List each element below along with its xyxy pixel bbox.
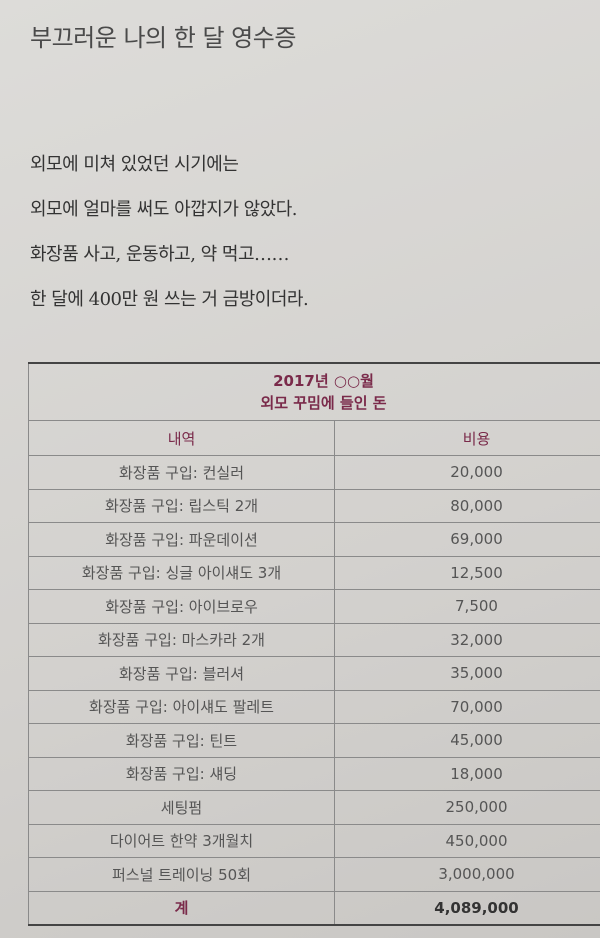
item-cell: 화장품 구입: 섀딩 (28, 756, 335, 791)
total-row: 계 4,089,000 (28, 890, 600, 926)
cost-cell: 7,500 (334, 589, 600, 624)
cost-cell: 32,000 (334, 622, 600, 657)
column-header-cost: 비용 (334, 420, 600, 456)
total-label: 계 (28, 890, 335, 926)
cost-cell: 18,000 (334, 756, 600, 791)
expense-table: 2017년 ○○월 외모 꾸밈에 들인 돈 내역 비용 화장품 구입: 컨실러 2… (28, 362, 600, 926)
cost-cell: 45,000 (334, 723, 600, 758)
item-cell: 화장품 구입: 파운데이션 (28, 522, 335, 557)
item-cell: 화장품 구입: 립스틱 2개 (28, 488, 335, 523)
caption-line: 2017년 ○○월 (273, 372, 374, 390)
paragraph-line: 화장품 사고, 운동하고, 약 먹고…… (30, 244, 290, 265)
total-value: 4,089,000 (334, 890, 600, 926)
table-row: 화장품 구입: 파운데이션 69,000 (28, 522, 600, 557)
cost-cell: 69,000 (334, 522, 600, 557)
cost-cell: 20,000 (334, 455, 600, 490)
item-cell: 화장품 구입: 마스카라 2개 (28, 622, 335, 657)
paragraph-line: 한 달에 400만 원 쓰는 거 금방이더라. (30, 289, 309, 310)
item-cell: 화장품 구입: 틴트 (28, 723, 335, 758)
item-cell: 화장품 구입: 싱글 아이섀도 3개 (28, 555, 335, 590)
page-title: 부끄러운 나의 한 달 영수증 (30, 24, 296, 52)
item-cell: 세팅펌 (28, 790, 335, 825)
paragraph-line: 외모에 얼마를 써도 아깝지가 않았다. (30, 199, 298, 220)
cost-cell: 3,000,000 (334, 857, 600, 892)
table-row: 화장품 구입: 섀딩 18,000 (28, 756, 600, 791)
item-cell: 화장품 구입: 아이섀도 팔레트 (28, 689, 335, 724)
item-cell: 퍼스널 트레이닝 50회 (28, 857, 335, 892)
table-row: 화장품 구입: 아이섀도 팔레트 70,000 (28, 689, 600, 724)
cost-cell: 450,000 (334, 823, 600, 858)
table-row: 퍼스널 트레이닝 50회 3,000,000 (28, 857, 600, 892)
table-row: 다이어트 한약 3개월치 450,000 (28, 823, 600, 858)
table-row: 화장품 구입: 싱글 아이섀도 3개 12,500 (28, 555, 600, 590)
cost-cell: 12,500 (334, 555, 600, 590)
table-row: 화장품 구입: 립스틱 2개 80,000 (28, 488, 600, 523)
intro-paragraph: 외모에 미쳐 있었던 시기에는 외모에 얼마를 써도 아깝지가 않았다. 화장품… (30, 142, 309, 322)
paragraph-line: 외모에 미쳐 있었던 시기에는 (30, 154, 239, 175)
table-row: 세팅펌 250,000 (28, 790, 600, 825)
item-cell: 다이어트 한약 3개월치 (28, 823, 335, 858)
item-cell: 화장품 구입: 아이브로우 (28, 589, 335, 624)
cost-cell: 80,000 (334, 488, 600, 523)
table-row: 화장품 구입: 틴트 45,000 (28, 723, 600, 758)
table-caption: 2017년 ○○월 외모 꾸밈에 들인 돈 (28, 362, 600, 421)
cost-cell: 250,000 (334, 790, 600, 825)
cost-cell: 35,000 (334, 656, 600, 691)
table-row: 화장품 구입: 컨실러 20,000 (28, 455, 600, 490)
column-header-item: 내역 (28, 420, 335, 456)
item-cell: 화장품 구입: 컨실러 (28, 455, 335, 490)
table-row: 화장품 구입: 블러셔 35,000 (28, 656, 600, 691)
caption-line: 외모 꾸밈에 들인 돈 (260, 394, 387, 412)
table-row: 화장품 구입: 아이브로우 7,500 (28, 589, 600, 624)
table-row: 화장품 구입: 마스카라 2개 32,000 (28, 622, 600, 657)
cost-cell: 70,000 (334, 689, 600, 724)
item-cell: 화장품 구입: 블러셔 (28, 656, 335, 691)
